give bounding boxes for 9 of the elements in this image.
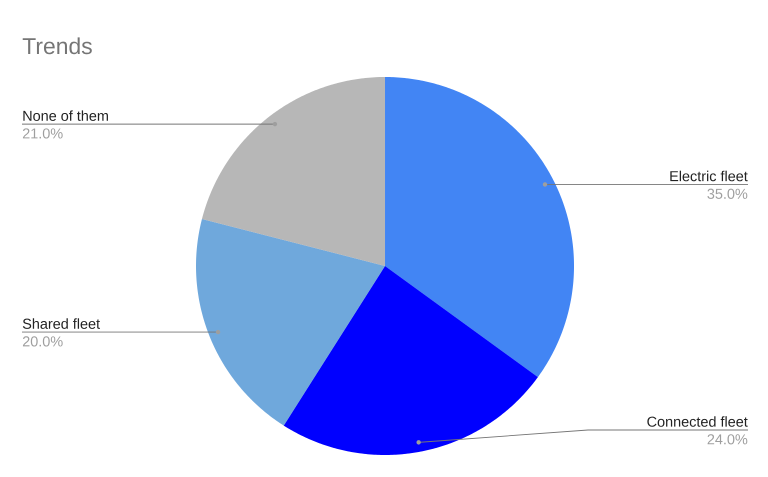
data-label: 24.0% [708,434,748,444]
chart-title: Trends [22,37,92,54]
slice-label: Connected fleet [647,416,748,427]
slice-label: None of them [23,110,108,121]
data-label: 21.0% [22,128,63,139]
slice-label: Shared fleet [22,318,100,329]
slice-label: Electric fleet [670,170,748,182]
data-label: 20.0% [22,336,63,347]
data-label: 35.0% [707,188,748,199]
